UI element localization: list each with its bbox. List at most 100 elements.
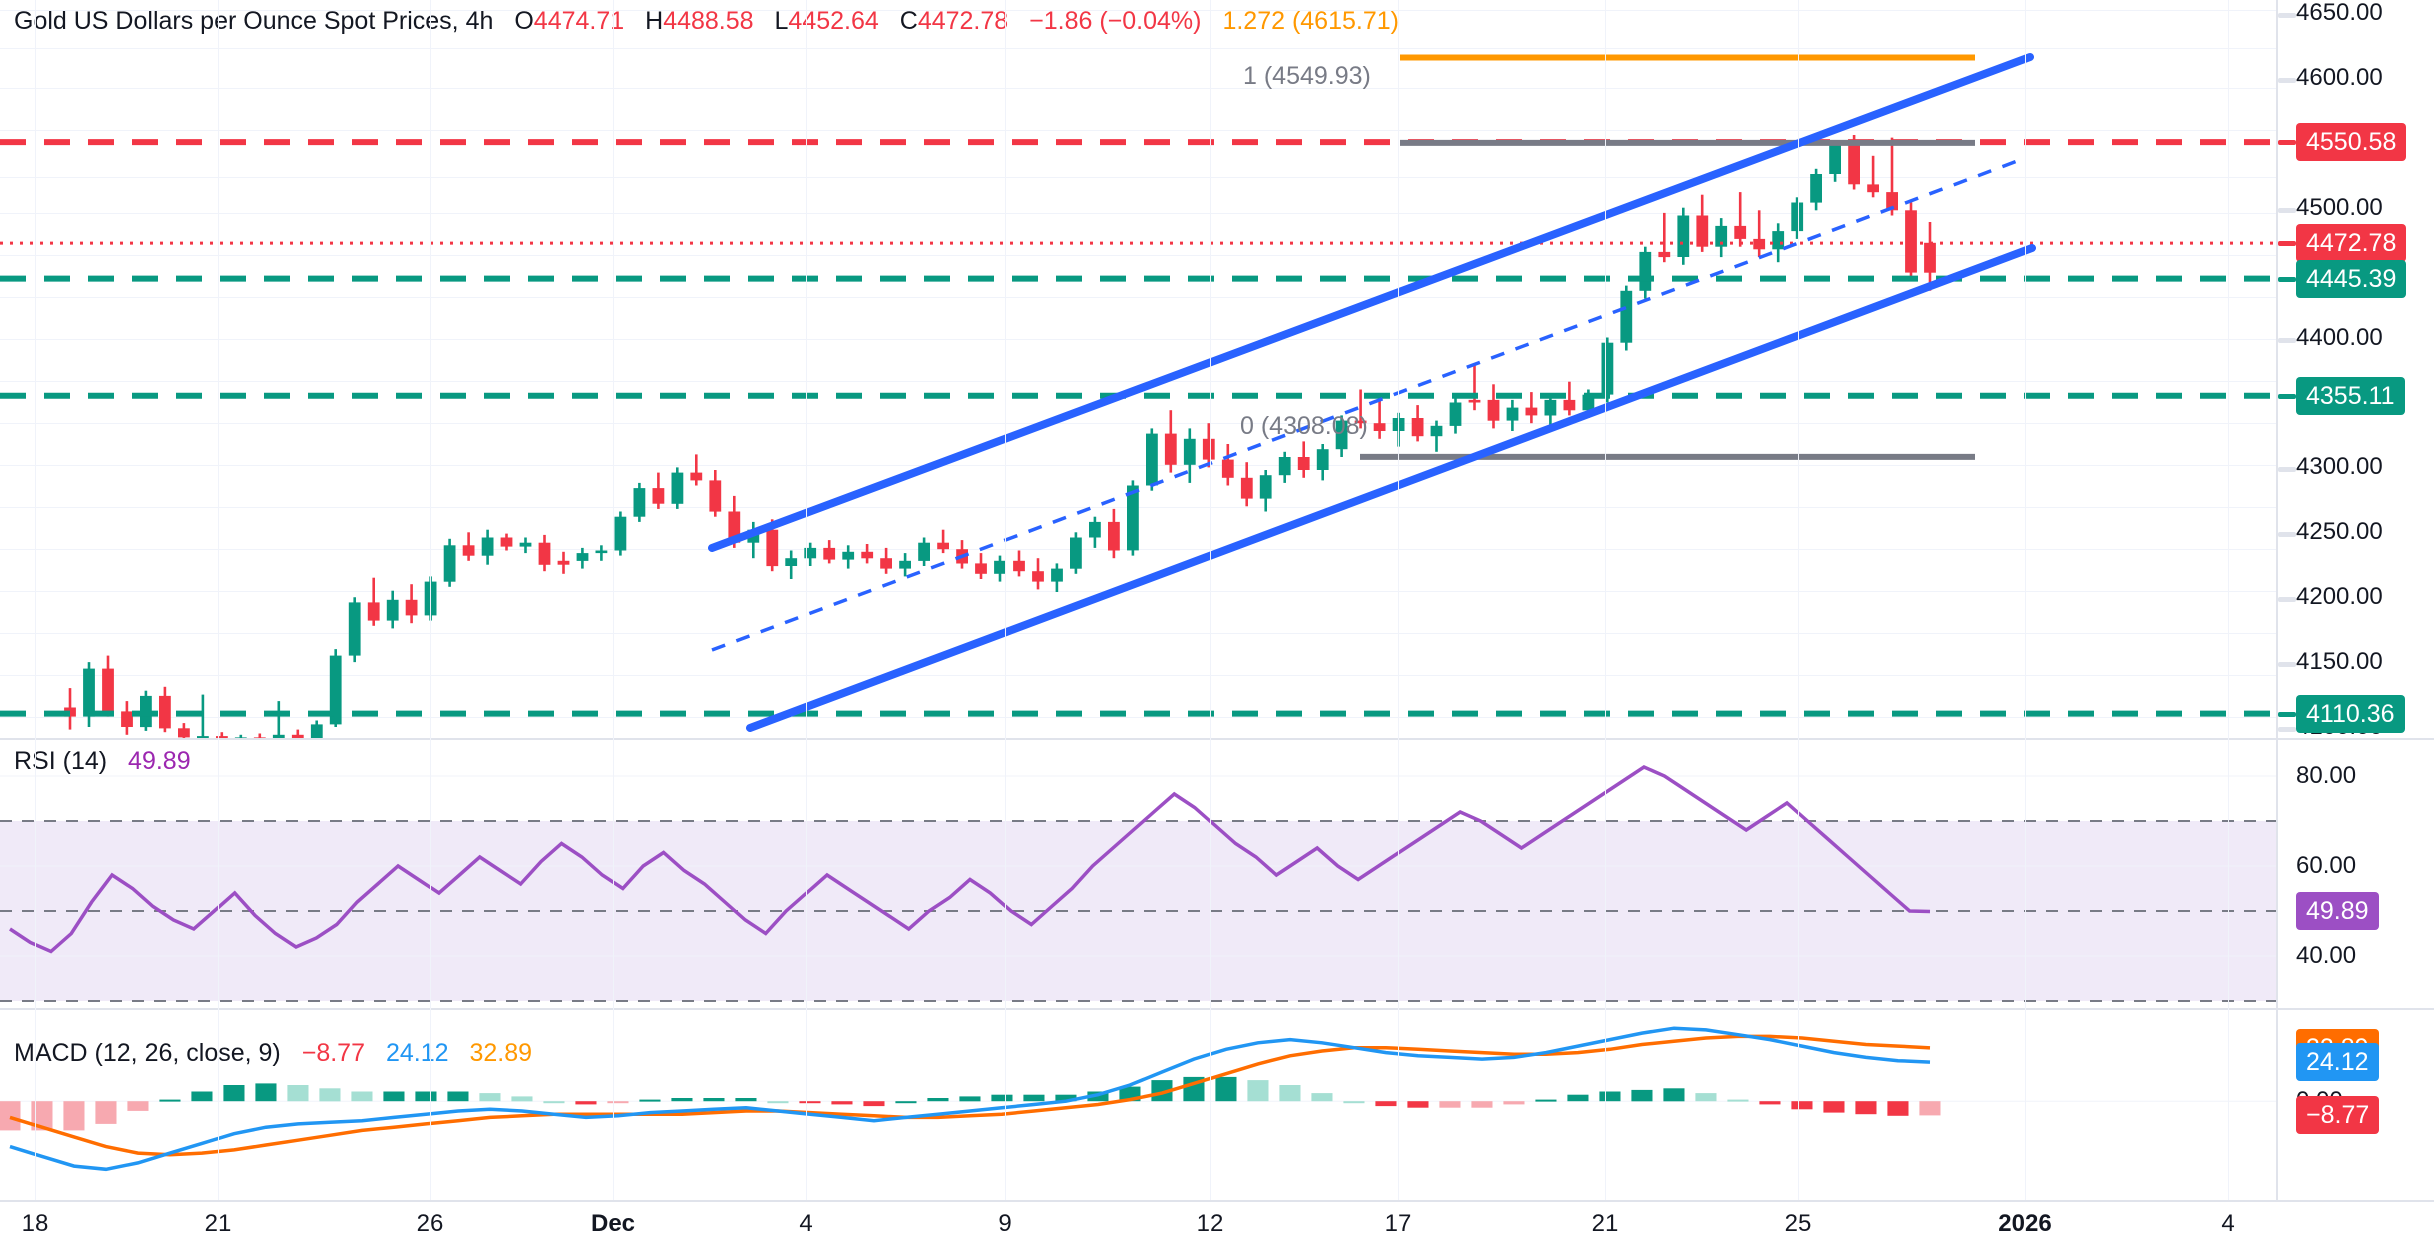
price-tick-label: 4500.00 bbox=[2296, 194, 2383, 221]
time-tick-label: 18 bbox=[21, 1210, 49, 1237]
price-pill-tick bbox=[2278, 241, 2296, 246]
price-pill-red[interactable]: 4550.58 bbox=[2296, 123, 2407, 161]
fib-extension-legend: 1.272 (4615.71) bbox=[1222, 7, 1399, 35]
time-tick-label: 2026 bbox=[1998, 1210, 2052, 1237]
price-tick-label: 4650.00 bbox=[2296, 0, 2383, 26]
time-gridline bbox=[806, 0, 807, 1200]
gridline bbox=[0, 130, 2276, 131]
time-tick-label: 21 bbox=[1591, 1210, 1619, 1237]
price-tick-label: 4250.00 bbox=[2296, 518, 2383, 545]
panel-divider-rsi bbox=[0, 738, 2434, 740]
rsi-tick-label: 40.00 bbox=[2296, 942, 2357, 969]
symbol-title[interactable]: Gold US Dollars per Ounce Spot Prices, 4… bbox=[14, 7, 494, 35]
rsi-svg bbox=[0, 765, 2276, 1002]
ohlc-o-label: O bbox=[514, 7, 534, 35]
price-tick-mark bbox=[2278, 597, 2296, 602]
price-pill-red[interactable]: 4472.78 bbox=[2296, 224, 2407, 262]
time-gridline bbox=[1605, 0, 1606, 1200]
gridline bbox=[0, 297, 2276, 298]
time-gridline bbox=[218, 0, 219, 1200]
gridline bbox=[0, 255, 2276, 256]
price-pill-green[interactable]: 4110.36 bbox=[2296, 695, 2405, 733]
price-tick-mark bbox=[2278, 208, 2296, 213]
time-axis-divider bbox=[0, 1200, 2434, 1202]
panel-divider-macd bbox=[0, 1008, 2434, 1010]
time-tick-label: 21 bbox=[204, 1210, 232, 1237]
price-tick-mark bbox=[2278, 662, 2296, 667]
price-panel[interactable]: 1 (4549.93) 0 (4308.08) bbox=[0, 0, 2434, 740]
time-tick-label: 4 bbox=[2221, 1210, 2235, 1237]
macd-title[interactable]: MACD (12, 26, close, 9) bbox=[14, 1039, 281, 1067]
time-gridline bbox=[1005, 0, 1006, 1200]
price-tick-mark bbox=[2278, 338, 2296, 343]
time-tick-label: 9 bbox=[998, 1210, 1012, 1237]
time-gridline bbox=[430, 0, 431, 1200]
price-tick-mark bbox=[2278, 727, 2296, 732]
rsi-value-pill[interactable]: 49.89 bbox=[2296, 892, 2379, 930]
price-tick-mark bbox=[2278, 13, 2296, 18]
price-tick-mark bbox=[2278, 532, 2296, 537]
rsi-tick-label: 80.00 bbox=[2296, 762, 2357, 789]
price-pill-tick bbox=[2278, 394, 2296, 399]
price-pill-green[interactable]: 4355.11 bbox=[2296, 377, 2405, 415]
macd-line-pill[interactable]: 24.12 bbox=[2296, 1043, 2379, 1081]
price-pill-green[interactable]: 4445.39 bbox=[2296, 260, 2407, 298]
gridline bbox=[0, 717, 2276, 718]
time-gridline bbox=[2025, 0, 2026, 1200]
gridline bbox=[0, 633, 2276, 634]
time-tick-label: 26 bbox=[416, 1210, 444, 1237]
rsi-tick-label: 60.00 bbox=[2296, 852, 2357, 879]
gridline bbox=[0, 675, 2276, 676]
time-gridline bbox=[2228, 0, 2229, 1200]
macd-signal-value: 32.89 bbox=[469, 1039, 533, 1067]
macd-legend[interactable]: MACD (12, 26, close, 9) −8.77 24.12 32.8… bbox=[14, 1038, 532, 1068]
macd-hist-value: −8.77 bbox=[301, 1039, 365, 1067]
macd-hist-pill[interactable]: −8.77 bbox=[2296, 1096, 2380, 1134]
price-pill-tick bbox=[2278, 277, 2296, 282]
time-tick-label: 25 bbox=[1784, 1210, 1812, 1237]
ohlc-c-value: 4472.78 bbox=[917, 7, 1009, 35]
gridline bbox=[0, 591, 2276, 592]
price-tick-mark bbox=[2278, 78, 2296, 83]
gridline bbox=[0, 381, 2276, 382]
time-gridline bbox=[1210, 0, 1211, 1200]
fib-level-1-label: 1 (4549.93) bbox=[1243, 62, 1371, 90]
time-tick-label: Dec bbox=[590, 1210, 636, 1237]
time-gridline bbox=[1398, 0, 1399, 1200]
rsi-panel[interactable] bbox=[0, 740, 2434, 1010]
price-pill-tick bbox=[2278, 712, 2296, 717]
fib-level-0-label: 0 (4308.08) bbox=[1240, 412, 1368, 440]
time-tick-label: 4 bbox=[799, 1210, 813, 1237]
price-pill-tick bbox=[2278, 140, 2296, 145]
rsi-legend[interactable]: RSI (14) 49.89 bbox=[14, 746, 191, 776]
price-legend[interactable]: Gold US Dollars per Ounce Spot Prices, 4… bbox=[14, 6, 1399, 36]
price-tick-label: 4300.00 bbox=[2296, 453, 2383, 480]
macd-line-value: 24.12 bbox=[385, 1039, 449, 1067]
time-axis[interactable]: 18 21 26 Dec 4 9 12 17 21 25 2026 4 bbox=[0, 1202, 2434, 1246]
ohlc-h-label: H bbox=[645, 7, 664, 35]
price-tick-mark bbox=[2278, 467, 2296, 472]
price-tick-label: 4400.00 bbox=[2296, 324, 2383, 351]
price-change: −1.86 (−0.04%) bbox=[1029, 7, 1202, 35]
gridline bbox=[0, 10, 2276, 11]
ohlc-h-value: 4488.58 bbox=[663, 7, 754, 35]
time-gridline bbox=[35, 0, 36, 1200]
macd-panel[interactable] bbox=[0, 1010, 2434, 1200]
time-gridline bbox=[613, 0, 614, 1200]
gridline bbox=[0, 339, 2276, 340]
price-candles-svg bbox=[0, 53, 2276, 740]
gridline bbox=[0, 48, 2276, 49]
price-tick-label: 4150.00 bbox=[2296, 648, 2383, 675]
ohlc-l-label: L bbox=[774, 7, 789, 35]
gridline bbox=[0, 88, 2276, 89]
gridline bbox=[0, 465, 2276, 466]
rsi-title[interactable]: RSI (14) bbox=[14, 747, 108, 775]
ohlc-c-label: C bbox=[899, 7, 918, 35]
gridline bbox=[0, 213, 2276, 214]
gridline bbox=[0, 177, 2276, 178]
time-tick-label: 17 bbox=[1384, 1210, 1412, 1237]
price-tick-label: 4200.00 bbox=[2296, 583, 2383, 610]
rsi-value: 49.89 bbox=[128, 747, 191, 775]
price-tick-label: 4600.00 bbox=[2296, 64, 2383, 91]
gridline bbox=[0, 423, 2276, 424]
